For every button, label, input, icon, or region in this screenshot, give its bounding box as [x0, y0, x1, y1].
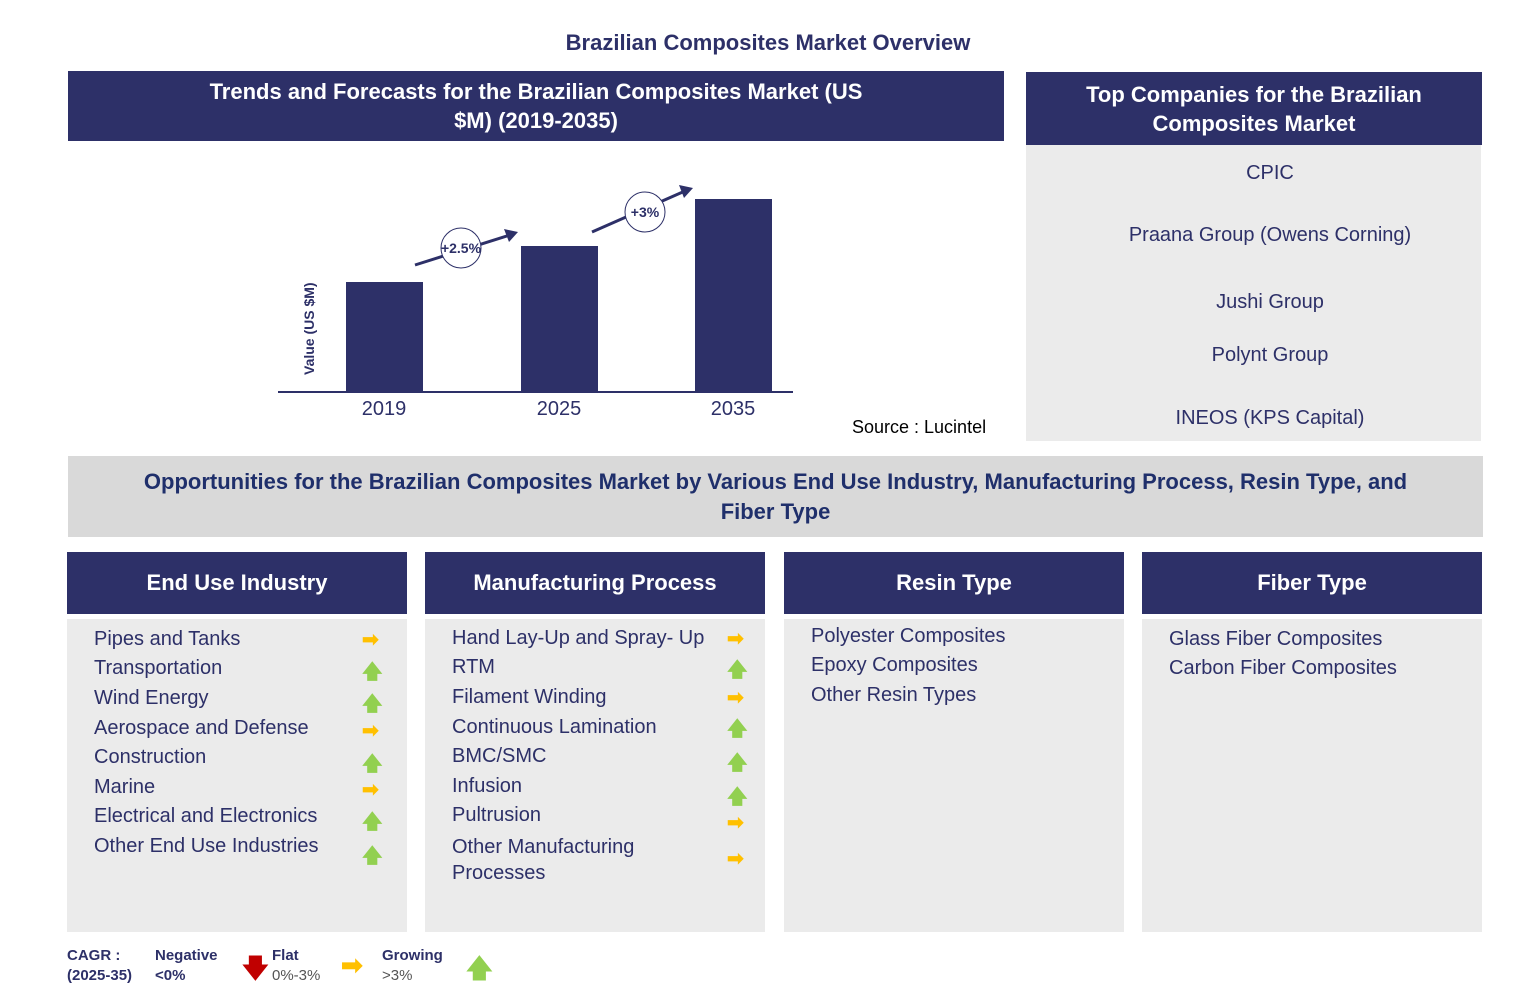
cagr-label: +2.5% [441, 240, 482, 256]
segment-item: Other Resin Types [811, 684, 977, 706]
right-arrow-icon: ➡ [727, 812, 744, 834]
segment-item: Infusion [452, 775, 523, 797]
right-arrow-icon: ➡ [362, 629, 379, 651]
up-arrow-icon: 🡅 [727, 752, 748, 774]
legend-flat: Flat 0%-3% [272, 947, 321, 984]
legend-growing: Growing >3% [382, 947, 443, 984]
right-arrow-icon: ➡ [341, 950, 363, 980]
cagr-annotation: +3% [591, 185, 693, 234]
company-item: Polynt Group [1211, 344, 1329, 366]
up-arrow-icon: 🡅 [362, 811, 383, 833]
segment-item: Other Manufacturing Processes [452, 836, 635, 884]
right-arrow-icon: ➡ [727, 628, 744, 650]
y-axis-label: Value (US $M) [301, 282, 317, 375]
company-item: Praana Group (Owens Corning) [1128, 224, 1412, 246]
source-note: Source : Lucintel [852, 417, 987, 437]
segment-item: BMC/SMC [452, 745, 547, 767]
up-arrow-icon: 🡅 [727, 786, 748, 808]
right-arrow-icon: ➡ [362, 720, 379, 742]
segment-item: Filament Winding [452, 686, 607, 708]
segment-item: Marine [94, 776, 156, 798]
legend-cagr: CAGR : (2025-35) [67, 947, 133, 984]
segment-item: Polyester Composites [811, 625, 1006, 647]
up-arrow-icon: 🡅 [727, 718, 748, 740]
right-arrow-icon: ➡ [362, 779, 379, 801]
bar-2035 [695, 199, 772, 392]
segment-item: Carbon Fiber Composites [1169, 657, 1397, 679]
x-tick-label: 2019 [362, 398, 407, 420]
company-item: INEOS (KPS Capital) [1175, 407, 1365, 429]
up-arrow-icon: 🡅 [466, 953, 493, 983]
right-arrow-icon: ➡ [727, 848, 744, 870]
bar-chart: 2019 2025 2035 Value (US $M) +2.5% +3% [278, 185, 793, 420]
segment-item: Construction [94, 746, 207, 768]
up-arrow-icon: 🡅 [727, 659, 748, 681]
up-arrow-icon: 🡅 [362, 693, 383, 715]
segment-item: Transportation [94, 657, 223, 679]
up-arrow-icon: 🡅 [362, 845, 383, 867]
company-item: Jushi Group [1216, 291, 1324, 313]
right-arrow-icon: ➡ [727, 687, 744, 709]
x-tick-label: 2035 [711, 398, 756, 420]
segment-item: Pultrusion [452, 804, 541, 826]
segment-item: Electrical and Electronics [94, 805, 318, 827]
page-title: Brazilian Composites Market Overview [565, 30, 971, 55]
segment-item: RTM [452, 656, 495, 678]
segment-item: Wind Energy [94, 687, 209, 709]
segment-panel [425, 619, 765, 932]
segment-item: Continuous Lamination [452, 716, 657, 738]
trends-header: Trends and Forecasts for the Brazilian C… [68, 71, 1004, 141]
segment-header: Resin Type [784, 552, 1124, 614]
segment-item: Pipes and Tanks [94, 628, 241, 650]
segment-header: Fiber Type [1142, 552, 1482, 614]
segment-item: Hand Lay-Up and Spray- Up [452, 627, 705, 649]
segment-panel [1142, 619, 1482, 932]
segment-item: Other End Use Industries [94, 835, 319, 857]
segment-header: End Use Industry [67, 552, 407, 614]
segment-item: Epoxy Composites [811, 654, 978, 676]
x-tick-label: 2025 [537, 398, 582, 420]
bar-2025 [521, 246, 598, 392]
cagr-annotation: +2.5% [414, 227, 518, 269]
bar-2019 [346, 282, 423, 392]
cagr-label: +3% [631, 204, 660, 220]
opportunities-header: Opportunities for the Brazilian Composit… [68, 456, 1483, 537]
segment-panel [67, 619, 407, 932]
legend-negative: Negative <0% [155, 947, 218, 984]
segment-item: Glass Fiber Composites [1169, 628, 1383, 650]
company-item: CPIC [1246, 162, 1294, 184]
segment-header: Manufacturing Process [425, 552, 765, 614]
companies-header: Top Companies for the Brazilian Composit… [1026, 72, 1482, 145]
segment-item: Aerospace and Defense [94, 717, 309, 739]
up-arrow-icon: 🡅 [362, 661, 383, 683]
companies-panel [1026, 145, 1481, 441]
down-arrow-icon: 🡇 [242, 953, 269, 983]
up-arrow-icon: 🡅 [362, 753, 383, 775]
segment-panel [784, 619, 1124, 932]
